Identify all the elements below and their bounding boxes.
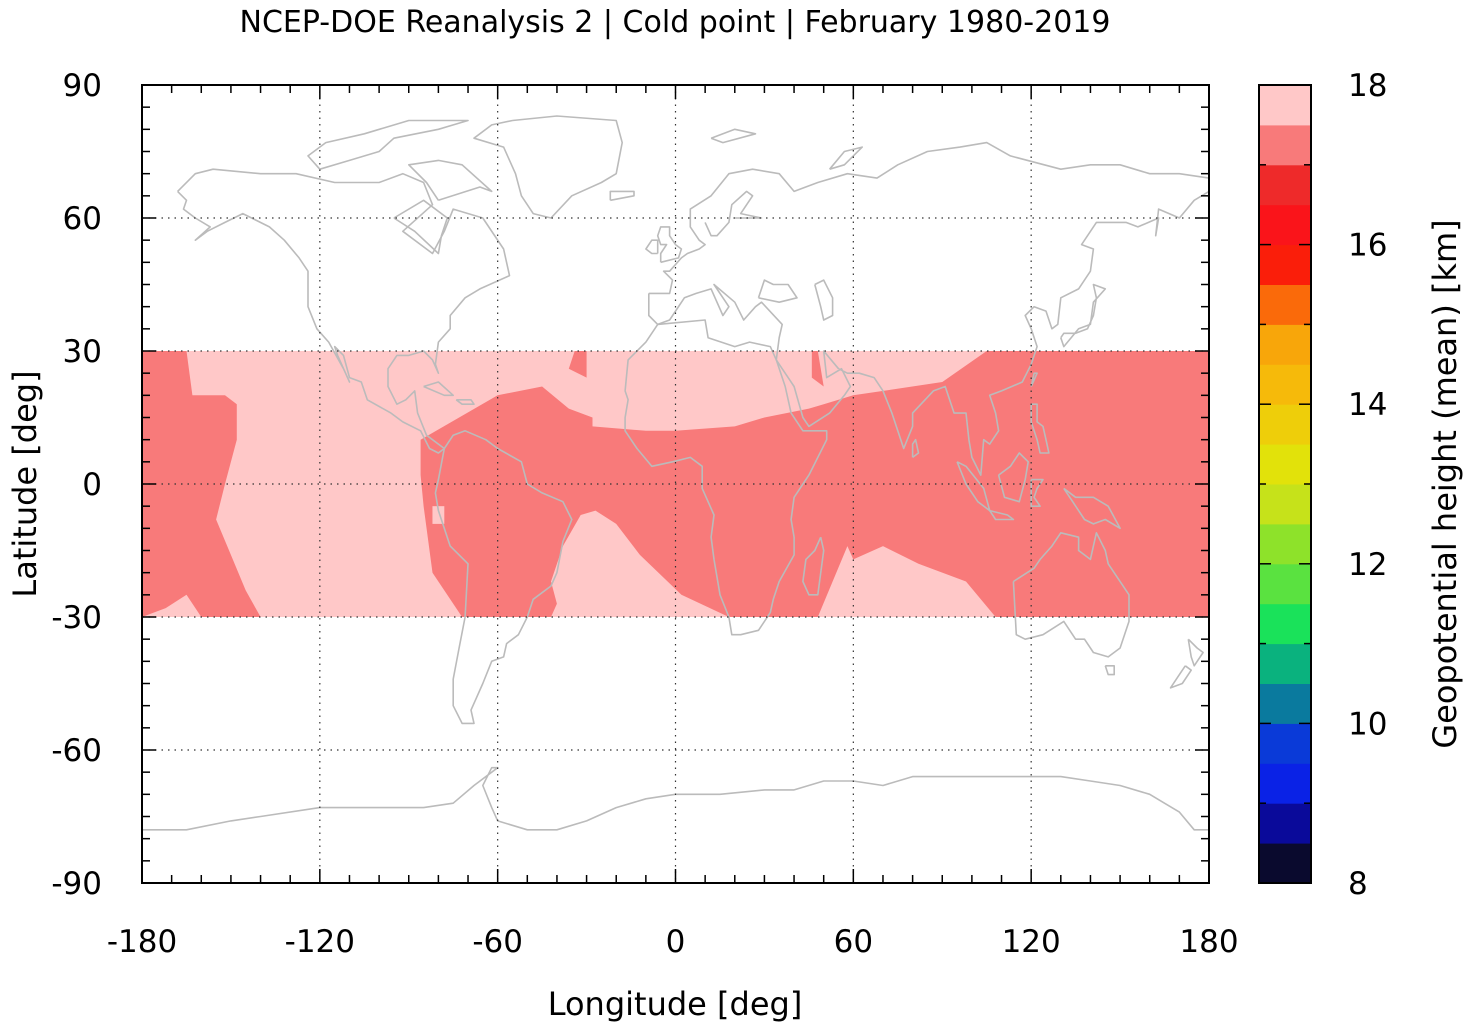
coastline-novaya-zemlya bbox=[828, 146, 864, 170]
coastline-north-america bbox=[177, 168, 511, 454]
axis-ticks bbox=[141, 84, 1210, 884]
x-tick-label: 60 bbox=[834, 924, 873, 960]
colorbar-segment bbox=[1259, 723, 1311, 764]
colorbar-segment bbox=[1259, 124, 1311, 166]
colorbar-segment bbox=[1259, 244, 1311, 285]
y-axis-label: Latitude [deg] bbox=[6, 370, 44, 597]
coastline-new-guinea bbox=[1063, 487, 1121, 530]
chart-title: NCEP-DOE Reanalysis 2 | Cold point | Feb… bbox=[240, 5, 1111, 40]
coastline-philippines bbox=[1030, 403, 1050, 454]
plot-frame bbox=[141, 84, 1210, 884]
colorbar-segment bbox=[1259, 284, 1311, 325]
colorbar-tick-label: 16 bbox=[1348, 228, 1387, 264]
colorbar-segment bbox=[1259, 444, 1311, 485]
coastline-java bbox=[989, 509, 1015, 521]
colorbar-tick-label: 10 bbox=[1348, 706, 1387, 742]
coastline-hispaniola bbox=[455, 398, 475, 406]
coastline-caspian bbox=[814, 279, 834, 321]
coastline-new-zealand-south bbox=[1169, 665, 1192, 689]
coastline-scandinavia-inner bbox=[704, 190, 763, 237]
x-tick-label: -180 bbox=[107, 924, 177, 960]
colorbar-segment bbox=[1259, 683, 1311, 724]
coastline-eurasia bbox=[647, 141, 1210, 476]
x-tick-label: 0 bbox=[666, 924, 686, 960]
colorbar-segment bbox=[1259, 324, 1311, 365]
x-axis-label: Longitude [deg] bbox=[548, 985, 803, 1023]
y-tick-label: 0 bbox=[82, 467, 102, 503]
colorbar-tick-labels: 8 10 12 14 16 18 bbox=[1348, 68, 1387, 902]
colorbar-tick-label: 12 bbox=[1348, 547, 1387, 583]
x-tick-label: -60 bbox=[472, 924, 523, 960]
colorbar-segment bbox=[1259, 404, 1311, 445]
coastline-new-zealand-north bbox=[1187, 638, 1204, 667]
colorbar-frame bbox=[1258, 84, 1312, 884]
coastline-cuba bbox=[423, 381, 455, 397]
x-tick-label: 180 bbox=[1179, 924, 1238, 960]
y-tick-label: 60 bbox=[63, 201, 102, 237]
colorbar-tick-label: 18 bbox=[1348, 68, 1387, 104]
colorbar-label: Geopotential height (mean) [km] bbox=[1426, 219, 1464, 748]
colorbar-segment bbox=[1259, 164, 1311, 206]
coastline-sulawesi bbox=[1030, 478, 1044, 508]
y-tick-label: -90 bbox=[51, 866, 102, 902]
colorbar-segment bbox=[1259, 763, 1311, 804]
colorbar-segment bbox=[1259, 85, 1311, 126]
colorbar-segment bbox=[1259, 643, 1311, 684]
colorbar-segment bbox=[1259, 204, 1311, 246]
field-region-2 bbox=[568, 351, 587, 378]
coastline-ireland bbox=[645, 239, 659, 255]
y-tick-labels: 90 60 30 0 -30 -60 -90 bbox=[51, 68, 102, 902]
coastline-iceland bbox=[609, 190, 635, 202]
coastline-africa bbox=[624, 319, 828, 636]
field-region-3 bbox=[811, 351, 824, 387]
colorbar-segment bbox=[1259, 843, 1311, 884]
coastline-baffin bbox=[407, 159, 493, 202]
y-tick-label: 90 bbox=[63, 68, 102, 104]
x-tick-label: -120 bbox=[285, 924, 355, 960]
coastline-tasmania bbox=[1104, 664, 1115, 676]
coastline-japan bbox=[1060, 283, 1107, 348]
x-tick-labels: -180 -120 -60 0 60 120 180 bbox=[107, 924, 1239, 960]
y-tick-label: -30 bbox=[51, 600, 102, 636]
coastline-taiwan bbox=[1030, 372, 1038, 387]
colorbar-segment bbox=[1259, 523, 1311, 565]
coastline-hudson-bay bbox=[393, 199, 449, 255]
colorbar-tick-label: 8 bbox=[1348, 866, 1368, 902]
coastline-svalbard bbox=[710, 128, 757, 144]
y-tick-label: 30 bbox=[63, 334, 102, 370]
colorbar-segment bbox=[1259, 803, 1311, 844]
colorbar-segment bbox=[1259, 484, 1311, 525]
colorbar-segment bbox=[1259, 603, 1311, 645]
coastline-south-america bbox=[434, 429, 573, 725]
coastline-madagascar bbox=[802, 536, 825, 596]
grid-lines bbox=[142, 85, 1209, 883]
field-region-1 bbox=[420, 351, 1210, 617]
coastline-borneo bbox=[997, 452, 1029, 503]
colorbar-segment bbox=[1259, 563, 1311, 605]
coastline-arctic-islands bbox=[307, 119, 469, 170]
field-spot bbox=[432, 506, 445, 524]
coastline-australia bbox=[1012, 531, 1130, 658]
x-tick-label: 120 bbox=[1002, 924, 1061, 960]
coastline-greenland bbox=[473, 115, 624, 219]
coastline-great-britain bbox=[656, 226, 683, 264]
colorbar-segment bbox=[1259, 364, 1311, 405]
y-tick-label: -60 bbox=[51, 733, 102, 769]
colorbar bbox=[1259, 85, 1311, 884]
colorbar-tick-label: 14 bbox=[1348, 387, 1387, 423]
coastline-black-sea bbox=[757, 279, 798, 304]
coastline-sri-lanka bbox=[911, 438, 920, 459]
